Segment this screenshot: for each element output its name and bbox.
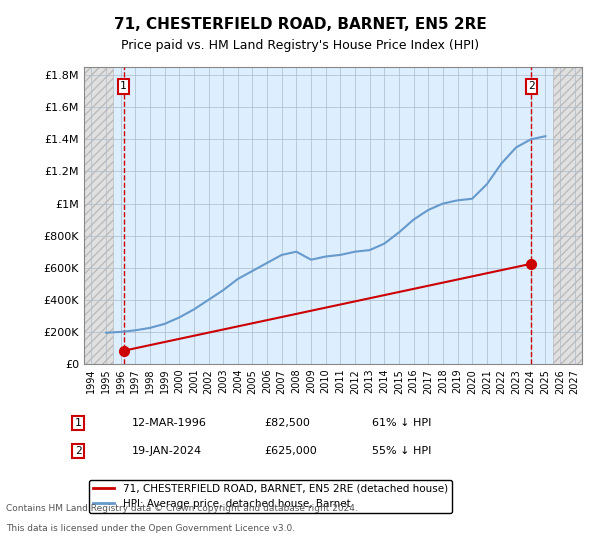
Text: £625,000: £625,000 (264, 446, 317, 456)
Text: 19-JAN-2024: 19-JAN-2024 (132, 446, 202, 456)
Text: 61% ↓ HPI: 61% ↓ HPI (372, 418, 431, 428)
Legend: 71, CHESTERFIELD ROAD, BARNET, EN5 2RE (detached house), HPI: Average price, det: 71, CHESTERFIELD ROAD, BARNET, EN5 2RE (… (89, 479, 452, 513)
Text: 71, CHESTERFIELD ROAD, BARNET, EN5 2RE: 71, CHESTERFIELD ROAD, BARNET, EN5 2RE (113, 17, 487, 32)
Bar (84, 67, 113, 364)
Text: 1: 1 (74, 418, 82, 428)
Text: Contains HM Land Registry data © Crown copyright and database right 2024.: Contains HM Land Registry data © Crown c… (6, 504, 358, 513)
Text: Price paid vs. HM Land Registry's House Price Index (HPI): Price paid vs. HM Land Registry's House … (121, 39, 479, 52)
Text: 12-MAR-1996: 12-MAR-1996 (132, 418, 207, 428)
Text: 1: 1 (120, 82, 127, 91)
Text: 2: 2 (74, 446, 82, 456)
Bar (553, 67, 582, 364)
Text: This data is licensed under the Open Government Licence v3.0.: This data is licensed under the Open Gov… (6, 524, 295, 533)
Text: £82,500: £82,500 (264, 418, 310, 428)
Bar (84, 67, 113, 364)
Bar (553, 67, 582, 364)
Text: 55% ↓ HPI: 55% ↓ HPI (372, 446, 431, 456)
Text: 2: 2 (528, 82, 535, 91)
